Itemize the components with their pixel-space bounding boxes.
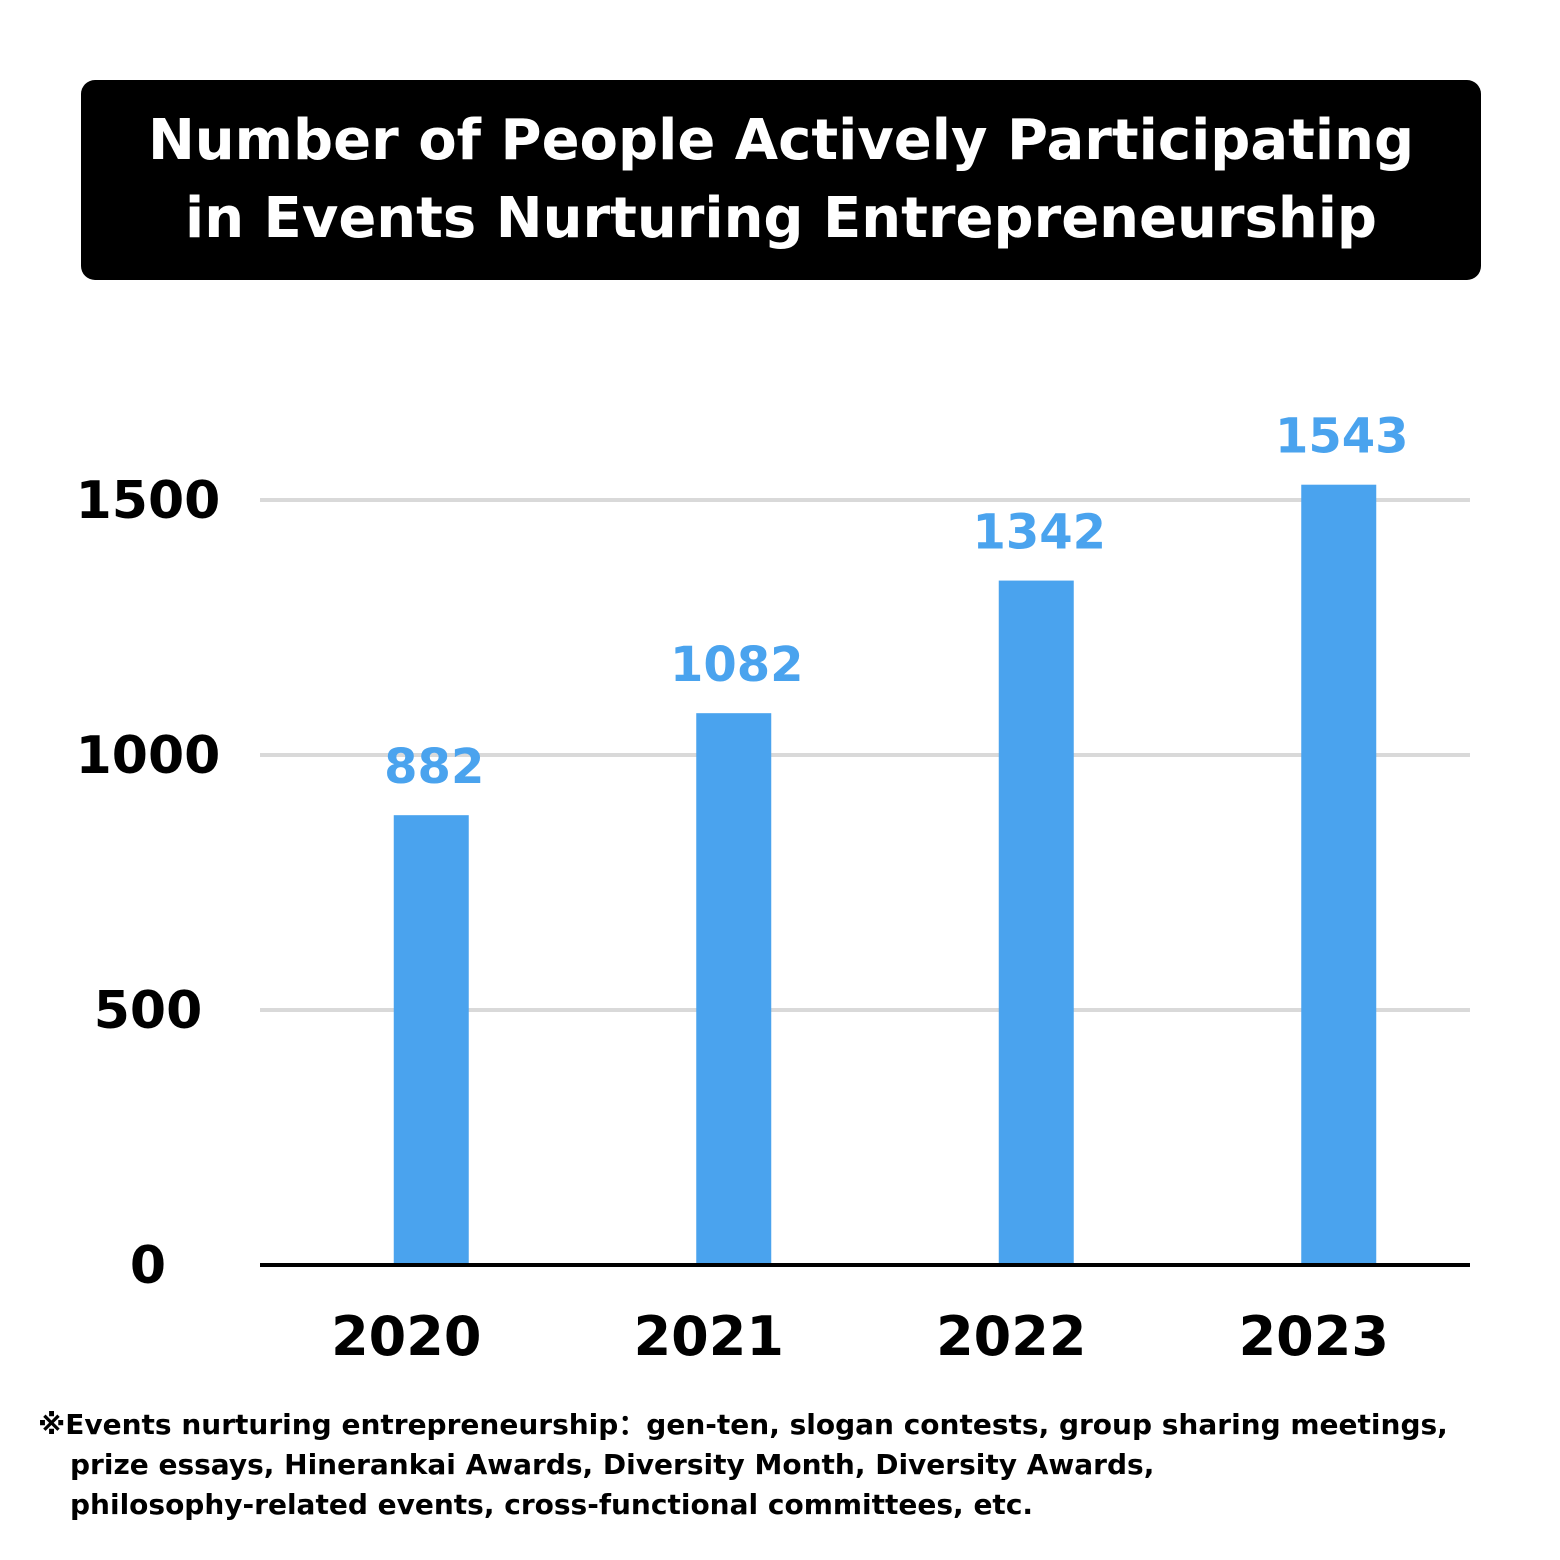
labels: 0 500 1000 1500 882 2020 1082 2021 1342 2022 1543 2…	[76, 409, 1409, 1368]
data-label-2020: 882	[384, 739, 484, 795]
chart-title-box: Number of People Actively Participating …	[81, 80, 1481, 280]
bar-2020	[393, 815, 469, 1265]
data-label-2023: 1543	[1275, 409, 1409, 465]
bar-2021	[696, 713, 772, 1265]
x-tick-label-2023: 2023	[1239, 1305, 1389, 1368]
footnote-line-3: philosophy-related events, cross-functio…	[70, 1488, 1034, 1521]
chart-title-line-2: in Events Nurturing Entrepreneurship	[185, 186, 1377, 251]
footnote: ※Events nurturing entrepreneurship：gen-t…	[38, 1405, 1538, 1525]
footnote-line-1: ※Events nurturing entrepreneurship：gen-t…	[38, 1408, 1448, 1441]
bar-2023	[1301, 484, 1377, 1265]
data-label-2022: 1342	[972, 505, 1106, 561]
bars	[393, 484, 1377, 1265]
x-tick-label-2021: 2021	[634, 1305, 784, 1368]
y-tick-label: 1000	[76, 726, 221, 786]
y-tick-label: 1500	[76, 471, 221, 531]
bar-2022	[998, 580, 1074, 1265]
x-tick-label-2022: 2022	[936, 1305, 1086, 1368]
chart-title-line-1: Number of People Actively Participating	[147, 108, 1415, 173]
y-tick-label: 0	[130, 1236, 166, 1296]
data-label-2021: 1082	[670, 637, 804, 693]
bar-chart: 0 500 1000 1500 882 2020 1082 2021 1342 2022 1543 2…	[76, 409, 1470, 1368]
footnote-line-2: prize essays, Hinerankai Awards, Diversi…	[70, 1448, 1155, 1481]
y-tick-label: 500	[94, 981, 203, 1041]
x-tick-label-2020: 2020	[331, 1305, 481, 1368]
